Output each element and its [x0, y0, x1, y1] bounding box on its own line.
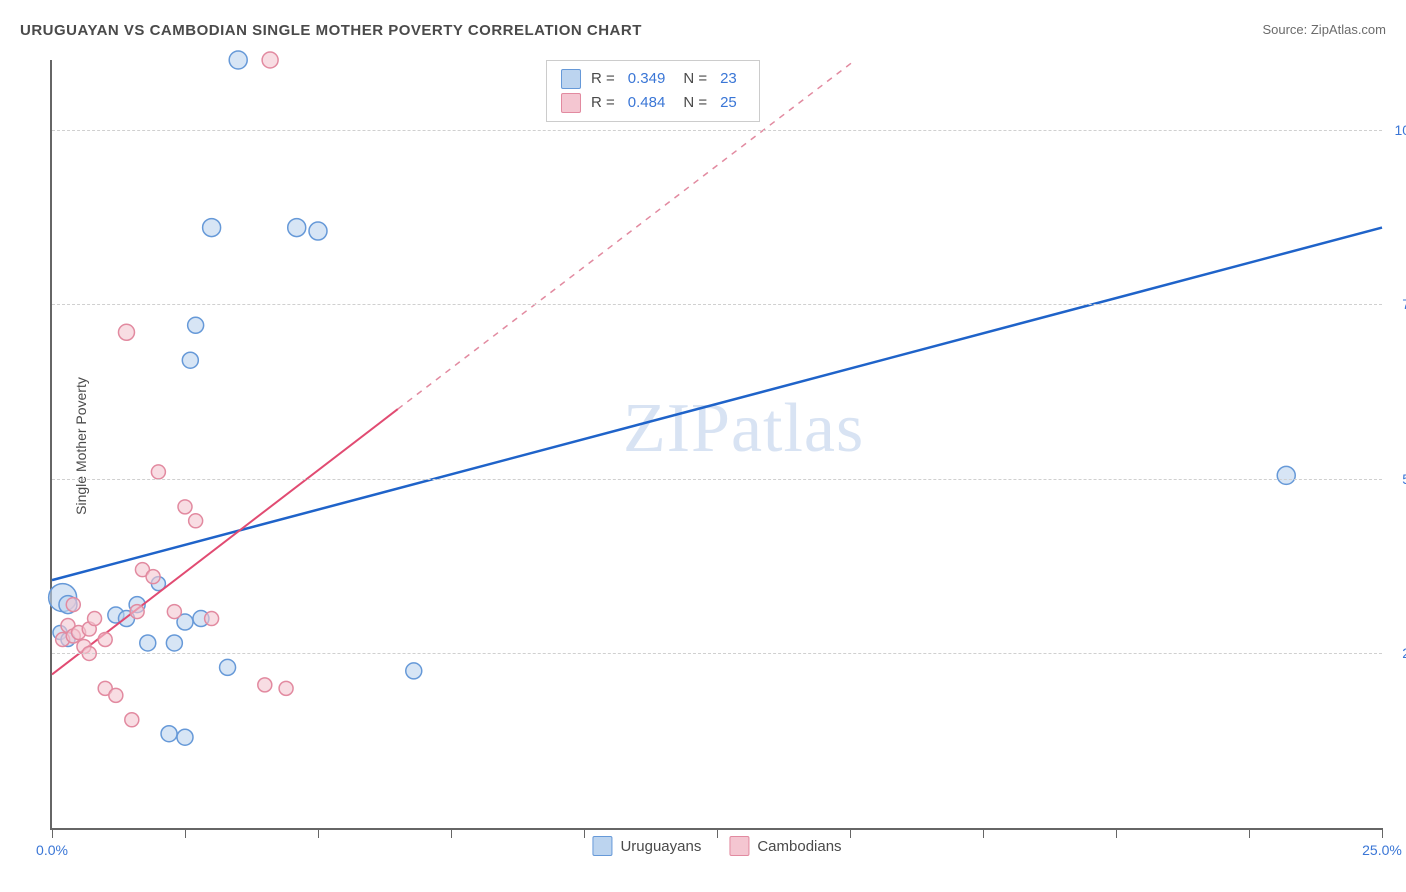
- scatter-point: [258, 678, 272, 692]
- gridline-h: [52, 653, 1382, 654]
- x-tick-label: 0.0%: [36, 842, 68, 858]
- x-tick: [1116, 828, 1117, 838]
- x-tick: [1382, 828, 1383, 838]
- scatter-point: [220, 659, 236, 675]
- scatter-point: [146, 570, 160, 584]
- scatter-point: [188, 317, 204, 333]
- legend-stats-row: R = 0.484 N = 25: [561, 91, 745, 115]
- legend-series-label: Cambodians: [757, 838, 841, 855]
- legend-series: Uruguayans Cambodians: [592, 836, 841, 856]
- scatter-point: [130, 605, 144, 619]
- scatter-svg: [52, 60, 1382, 828]
- scatter-point: [118, 324, 134, 340]
- scatter-point: [98, 632, 112, 646]
- legend-n-label: N =: [683, 67, 707, 91]
- legend-series-item: Uruguayans: [592, 836, 701, 856]
- y-tick-label: 50.0%: [1402, 471, 1406, 487]
- legend-r-value: 0.484: [628, 91, 666, 115]
- source-attribution: Source: ZipAtlas.com: [1262, 22, 1386, 37]
- scatter-point: [288, 219, 306, 237]
- legend-r-label: R =: [591, 91, 615, 115]
- x-tick: [983, 828, 984, 838]
- legend-r-value: 0.349: [628, 67, 666, 91]
- scatter-point: [161, 726, 177, 742]
- gridline-h: [52, 130, 1382, 131]
- scatter-point: [166, 635, 182, 651]
- plot-area: ZIPatlas R = 0.349N = 23R = 0.484N = 25 …: [50, 60, 1382, 830]
- scatter-point: [125, 713, 139, 727]
- legend-swatch: [729, 836, 749, 856]
- scatter-point: [1277, 466, 1295, 484]
- y-tick-label: 100.0%: [1395, 122, 1406, 138]
- gridline-h: [52, 304, 1382, 305]
- scatter-point: [109, 688, 123, 702]
- legend-swatch: [561, 93, 581, 113]
- scatter-point: [88, 612, 102, 626]
- legend-stats-row: R = 0.349 N = 23: [561, 67, 745, 91]
- x-tick: [451, 828, 452, 838]
- chart-title: URUGUAYAN VS CAMBODIAN SINGLE MOTHER POV…: [20, 22, 642, 39]
- scatter-point: [167, 605, 181, 619]
- scatter-point: [66, 598, 80, 612]
- scatter-point: [279, 681, 293, 695]
- legend-n-value: 23: [720, 67, 737, 91]
- x-tick: [717, 828, 718, 838]
- scatter-point: [140, 635, 156, 651]
- legend-series-label: Uruguayans: [620, 838, 701, 855]
- scatter-point: [177, 729, 193, 745]
- scatter-point: [262, 52, 278, 68]
- legend-n-value: 25: [720, 91, 737, 115]
- legend-n-label: N =: [683, 91, 707, 115]
- x-tick: [584, 828, 585, 838]
- scatter-point: [205, 612, 219, 626]
- scatter-point: [182, 352, 198, 368]
- scatter-point: [189, 514, 203, 528]
- scatter-point: [309, 222, 327, 240]
- scatter-point: [203, 219, 221, 237]
- gridline-h: [52, 479, 1382, 480]
- x-tick: [52, 828, 53, 838]
- trendline: [52, 228, 1382, 581]
- scatter-point: [229, 51, 247, 69]
- x-tick-label: 25.0%: [1362, 842, 1402, 858]
- source-label: Source:: [1262, 22, 1310, 37]
- scatter-point: [151, 465, 165, 479]
- x-tick: [318, 828, 319, 838]
- scatter-point: [178, 500, 192, 514]
- legend-swatch: [592, 836, 612, 856]
- scatter-point: [406, 663, 422, 679]
- legend-stats: R = 0.349 N = 23 R = 0.484 N = 25: [546, 60, 760, 122]
- legend-series-item: Cambodians: [729, 836, 841, 856]
- source-name: ZipAtlas.com: [1311, 22, 1386, 37]
- legend-swatch: [561, 69, 581, 89]
- legend-r-label: R =: [591, 67, 615, 91]
- x-tick: [850, 828, 851, 838]
- y-tick-label: 25.0%: [1402, 645, 1406, 661]
- x-tick: [1249, 828, 1250, 838]
- y-tick-label: 75.0%: [1402, 296, 1406, 312]
- x-tick: [185, 828, 186, 838]
